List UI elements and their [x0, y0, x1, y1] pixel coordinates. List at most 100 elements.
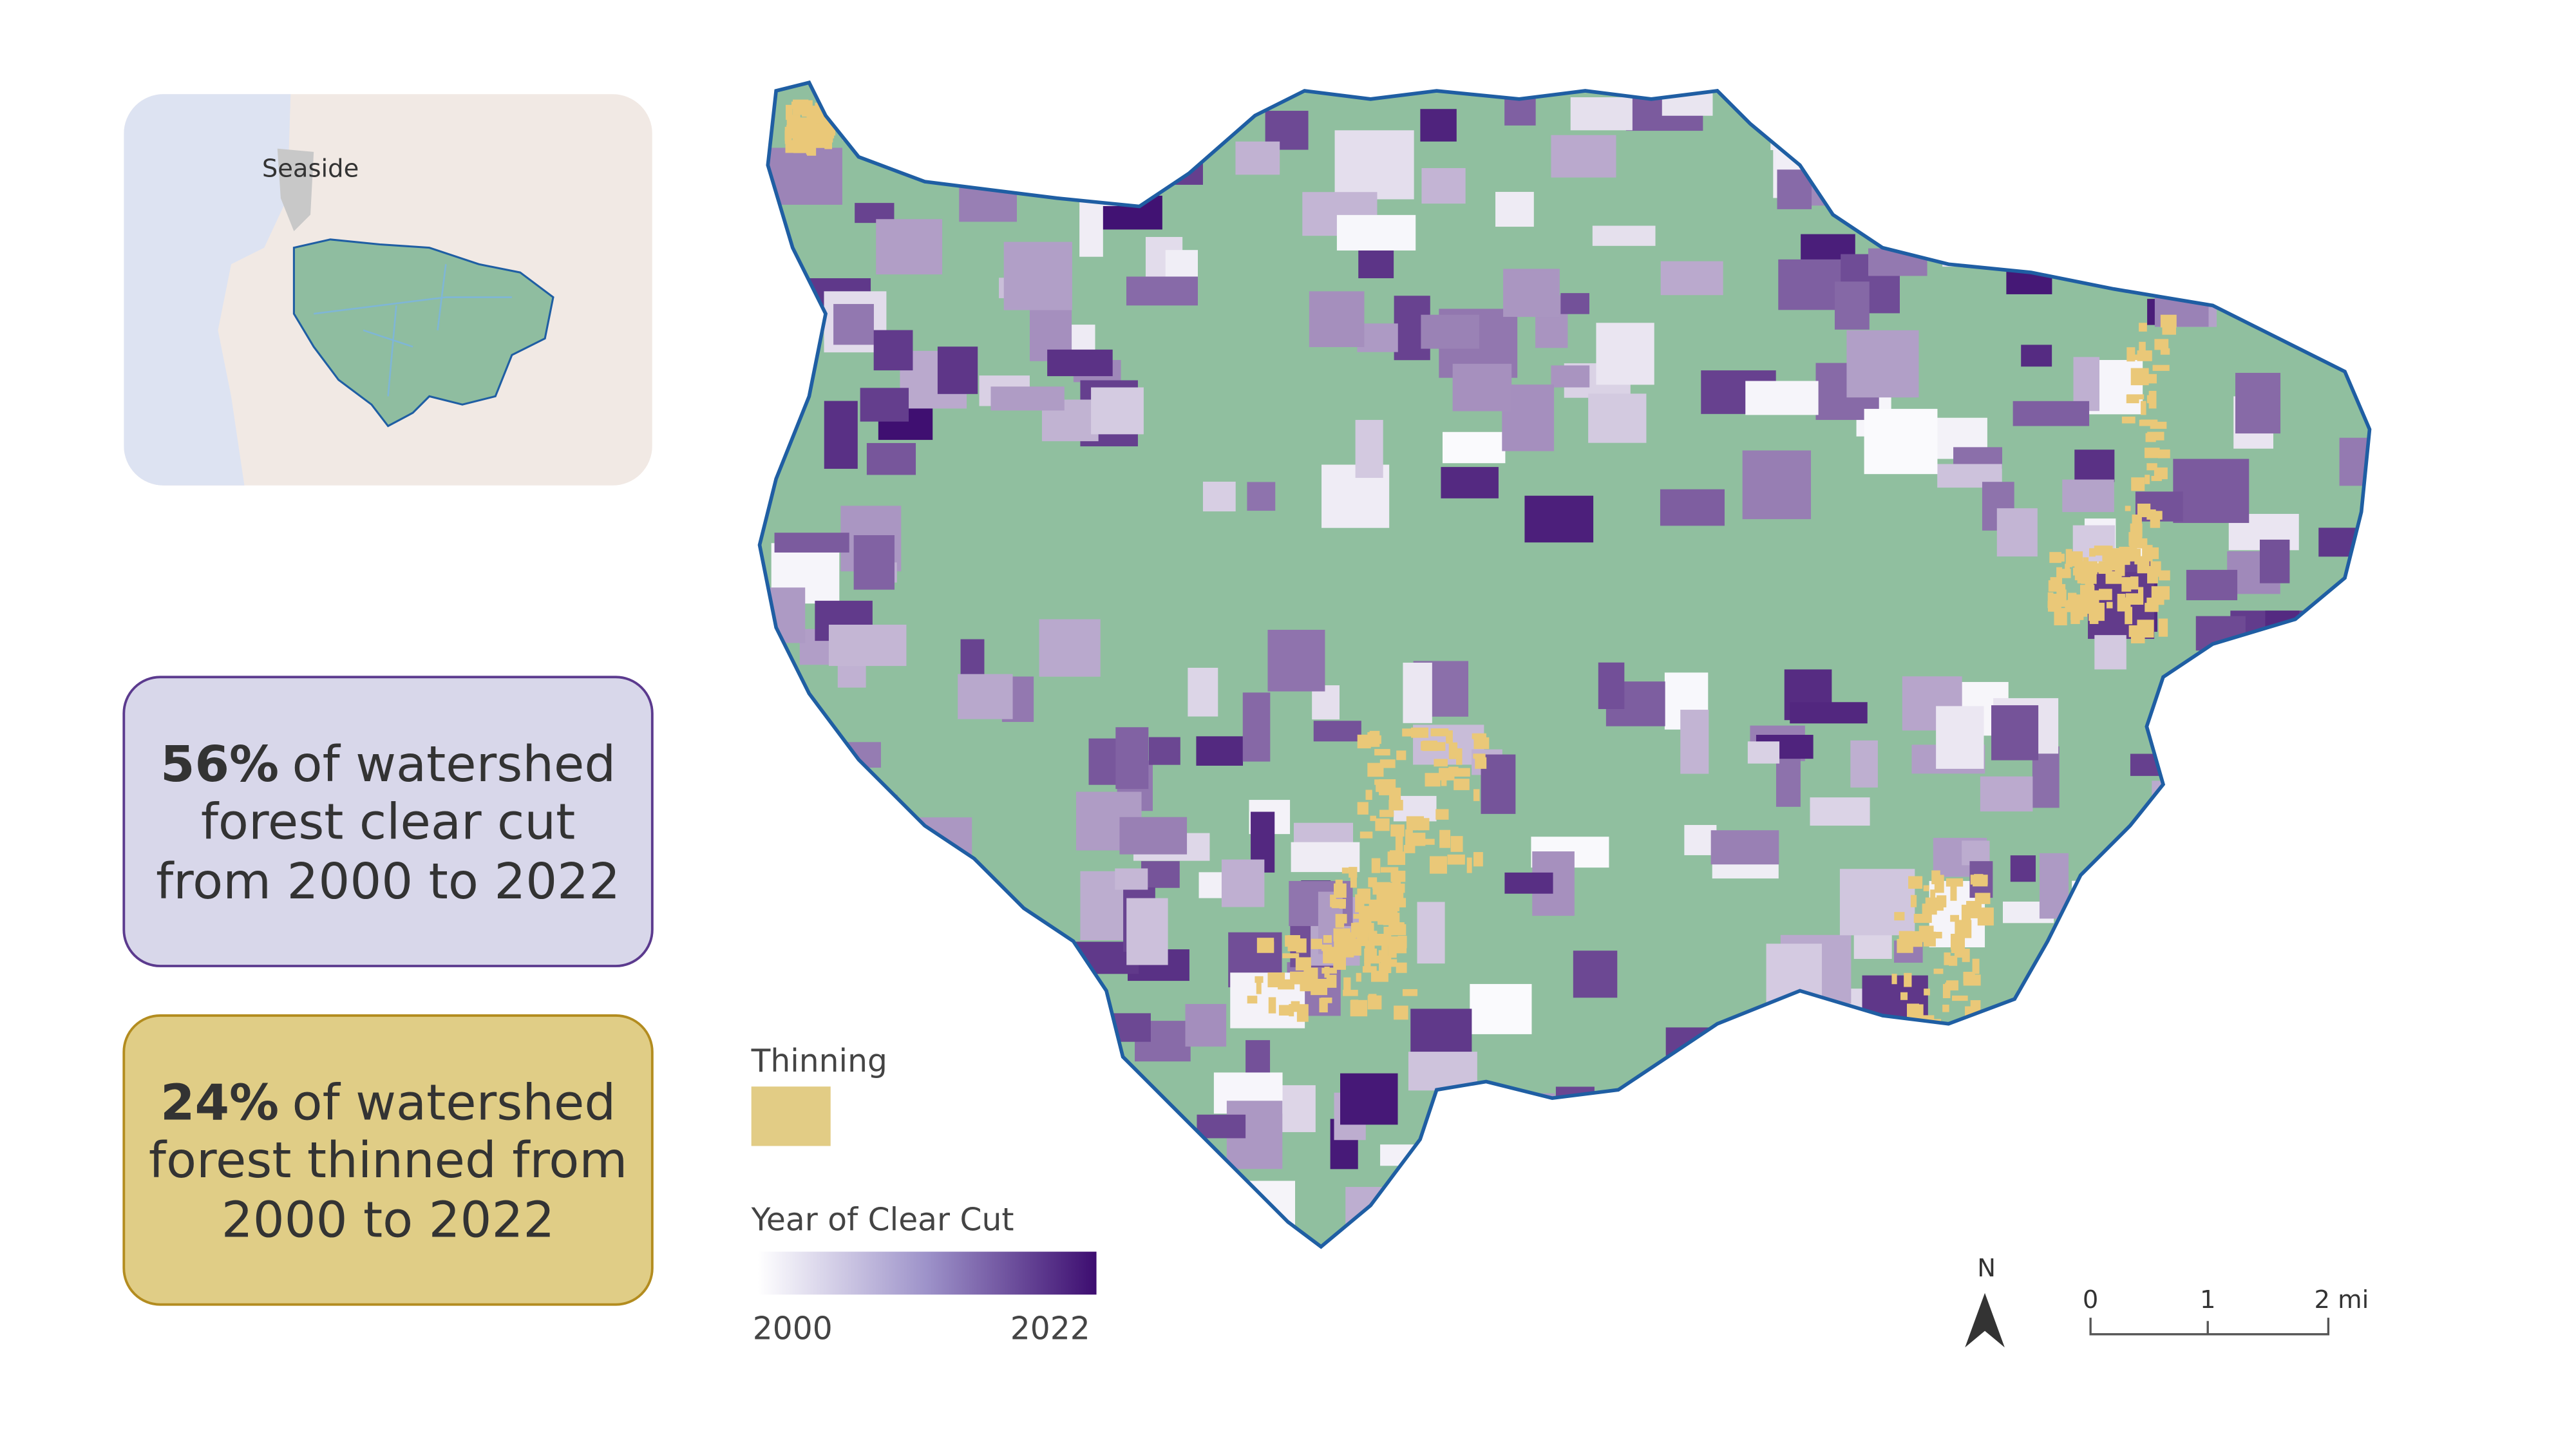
patch: [903, 817, 972, 873]
patch: [2079, 561, 2098, 574]
north-label: N: [1977, 1254, 1996, 1283]
patch: [1955, 1039, 2027, 1065]
patch: [1221, 859, 1265, 907]
patch: [1879, 1141, 1920, 1209]
patch: [1710, 830, 1779, 865]
patch: [1443, 431, 1506, 464]
patch: [1970, 1018, 1982, 1029]
patch: [866, 442, 916, 475]
patch: [2314, 1128, 2370, 1177]
patch: [1470, 983, 1532, 1034]
patch: [2137, 480, 2145, 490]
patch: [913, 993, 942, 1029]
patch: [1884, 1171, 1936, 1219]
patch: [2134, 549, 2141, 565]
inset-place-label: Seaside: [262, 154, 359, 183]
patch: [1405, 829, 1413, 847]
patch: [810, 791, 861, 837]
patch: [1439, 829, 1451, 848]
patch: [2144, 448, 2160, 459]
patch: [1365, 790, 1372, 800]
patch: [1323, 947, 1334, 963]
patch: [2151, 475, 2162, 481]
patch: [2141, 401, 2146, 415]
patch: [2074, 450, 2115, 482]
patch: [1359, 831, 1373, 838]
patch: [1196, 736, 1243, 766]
patch: [1935, 1115, 1972, 1156]
patch: [1097, 162, 1126, 206]
patch: [2202, 687, 2266, 750]
patch: [1377, 916, 1384, 925]
patch: [2150, 421, 2167, 429]
patch: [2170, 739, 2208, 793]
patch: [2079, 1011, 2108, 1050]
patch: [1504, 85, 1536, 126]
patch: [2160, 348, 2170, 355]
patch: [1199, 86, 1227, 107]
patch: [1350, 872, 1357, 888]
patch: [1950, 884, 1957, 901]
patch: [1282, 953, 1300, 958]
patch: [1267, 629, 1325, 692]
patch: [800, 100, 813, 110]
patch: [1370, 971, 1388, 982]
patch: [2129, 538, 2148, 549]
patch: [865, 898, 926, 919]
patch: [777, 1172, 820, 1201]
patch: [2010, 855, 2036, 882]
patch: [1747, 1052, 1782, 1107]
patch: [1255, 976, 1264, 983]
patch: [1323, 935, 1332, 943]
patch: [2125, 607, 2133, 625]
patch: [1910, 147, 1961, 205]
patch: [1938, 82, 1965, 118]
patch: [1335, 914, 1345, 928]
patch: [2121, 416, 2136, 424]
patch: [2146, 463, 2157, 471]
patch: [1551, 365, 1590, 388]
patch: [1362, 966, 1377, 973]
patch: [876, 85, 947, 149]
patch: [788, 934, 822, 979]
patch: [1475, 757, 1487, 769]
patch: [1419, 838, 1435, 845]
patch: [1680, 710, 1709, 774]
patch: [1421, 314, 1479, 349]
patch: [1543, 1204, 1587, 1229]
patch: [2363, 734, 2370, 779]
patch: [931, 1041, 979, 1077]
patch: [2060, 1129, 2105, 1188]
patch: [1390, 959, 1397, 967]
patch: [1357, 734, 1371, 749]
patch: [2339, 437, 2370, 486]
patch: [2142, 545, 2153, 562]
patch: [1923, 931, 1936, 947]
stat-value: 56%: [160, 736, 279, 793]
patch: [1980, 776, 2033, 812]
patch: [2206, 810, 2264, 848]
patch: [786, 104, 793, 120]
patch: [824, 139, 833, 149]
stat-line: forest thinned from: [149, 1132, 627, 1189]
patch: [1115, 868, 1148, 890]
patch: [2186, 911, 2264, 970]
patch: [2119, 546, 2137, 561]
patch: [947, 1054, 982, 1084]
patch: [1268, 997, 1276, 1014]
patch: [778, 732, 820, 770]
patch: [2139, 419, 2156, 426]
patch: [1504, 872, 1553, 894]
patch: [1790, 702, 1868, 724]
patch: [853, 902, 924, 931]
patch: [1395, 835, 1403, 853]
patch: [2200, 1126, 2247, 1151]
patch: [2067, 600, 2075, 612]
patch: [1434, 759, 1448, 767]
patch: [1473, 852, 1483, 867]
patch: [1388, 924, 1406, 936]
patch: [959, 175, 1017, 222]
patch: [1375, 818, 1390, 831]
patch: [2259, 539, 2290, 583]
patch: [1970, 178, 2016, 236]
